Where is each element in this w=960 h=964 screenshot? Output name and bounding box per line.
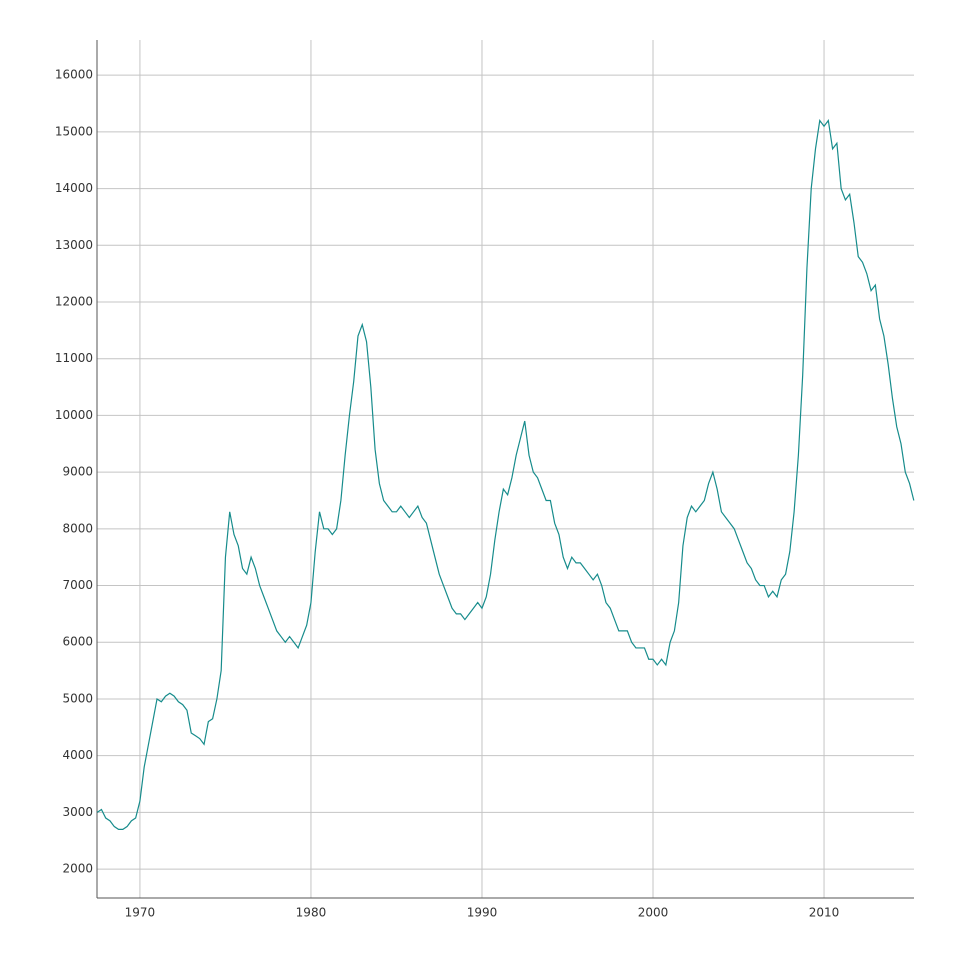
- x-tick-label: 2010: [809, 906, 840, 920]
- y-tick-label: 4000: [62, 748, 93, 762]
- y-tick-label: 8000: [62, 521, 93, 535]
- y-tick-label: 16000: [55, 68, 93, 82]
- y-tick-label: 3000: [62, 805, 93, 819]
- x-tick-label: 1990: [467, 906, 498, 920]
- y-tick-label: 2000: [62, 862, 93, 876]
- data-line: [96, 119, 915, 830]
- x-tick-label: 2000: [638, 906, 669, 920]
- y-tick-label: 10000: [55, 408, 93, 422]
- x-tick-label: 1980: [296, 906, 327, 920]
- y-tick-label: 15000: [55, 124, 93, 138]
- y-tick-label: 9000: [62, 465, 93, 479]
- y-tick-label: 5000: [62, 691, 93, 705]
- y-tick-label: 6000: [62, 635, 93, 649]
- x-tick-label: 1970: [125, 906, 156, 920]
- y-tick-label: 7000: [62, 578, 93, 592]
- y-tick-label: 11000: [55, 351, 93, 365]
- y-tick-label: 14000: [55, 181, 93, 195]
- y-tick-label: 13000: [55, 238, 93, 252]
- y-tick-label: 12000: [55, 294, 93, 308]
